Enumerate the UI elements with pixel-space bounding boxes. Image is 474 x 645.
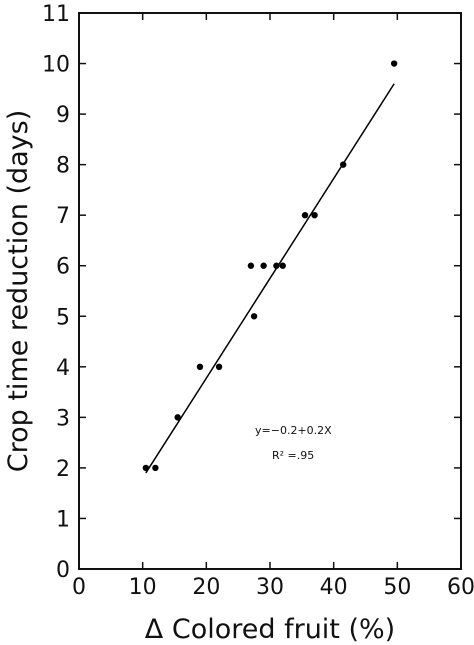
data-point	[247, 262, 255, 269]
x-tick-label: 40	[320, 575, 348, 600]
equation-label: y=−0.2+0.2X	[255, 424, 332, 437]
r-squared-label: R² =.95	[272, 449, 314, 462]
y-tick-label: 1	[56, 507, 70, 532]
y-tick-label: 2	[56, 457, 70, 482]
y-tick-label: 4	[56, 356, 70, 381]
x-tick-label: 50	[383, 575, 411, 600]
plot-frame	[78, 12, 462, 570]
y-tick-label: 10	[42, 53, 70, 78]
x-axis: 0 10 20 30 40 50 60	[72, 13, 474, 600]
data-point	[311, 211, 318, 219]
x-tick-label: 60	[447, 575, 474, 600]
data-point	[152, 464, 159, 472]
y-axis-title: Crop time reduction (days)	[3, 110, 34, 473]
data-point	[215, 363, 223, 371]
x-tick-label: 0	[72, 575, 86, 600]
data-points	[142, 60, 398, 472]
data-point	[260, 262, 267, 269]
x-axis-title: Δ Colored fruit (%)	[145, 614, 395, 645]
data-point	[390, 60, 398, 67]
data-point	[273, 262, 280, 269]
y-tick-label: 9	[56, 103, 70, 128]
data-point	[279, 262, 286, 269]
data-point	[142, 464, 150, 472]
y-tick-label: 6	[56, 255, 70, 280]
y-tick-label: 8	[56, 154, 70, 179]
y-tick-label: 11	[42, 2, 70, 27]
data-point	[196, 363, 204, 371]
data-point	[340, 161, 347, 168]
y-tick-label: 0	[56, 558, 70, 583]
y-tick-label: 5	[56, 305, 70, 330]
y-axis: 0 1 2 3 4 5 6 7 8 9 10 11	[42, 2, 461, 583]
data-point	[250, 313, 258, 320]
x-tick-label: 10	[129, 575, 157, 600]
regression-line	[145, 83, 395, 474]
y-tick-label: 7	[56, 204, 70, 229]
data-point	[301, 211, 309, 219]
y-tick-label: 3	[56, 406, 70, 431]
x-tick-label: 20	[192, 575, 220, 600]
data-point	[174, 414, 181, 421]
x-tick-label: 30	[256, 575, 284, 600]
